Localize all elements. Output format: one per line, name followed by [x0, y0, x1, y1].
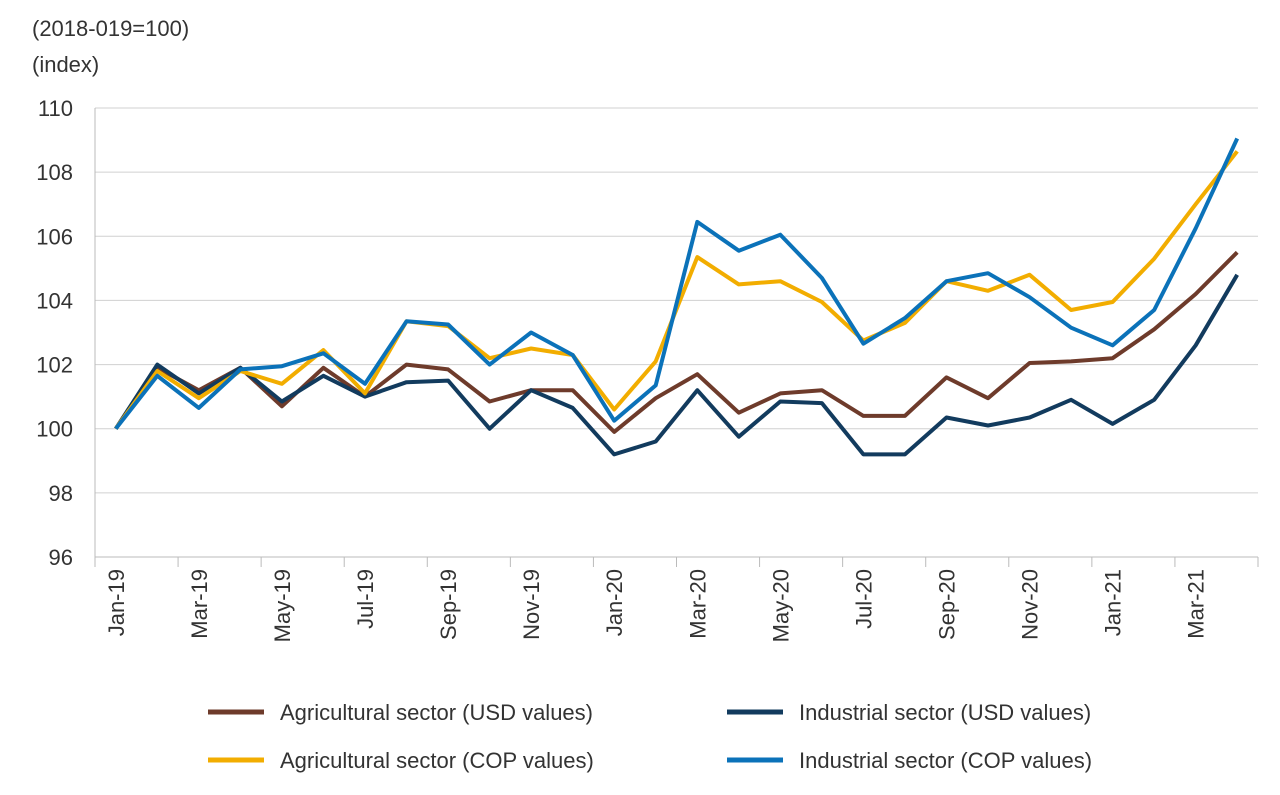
- y-tick-label: 104: [36, 288, 73, 313]
- x-tick-label: Mar-21: [1184, 569, 1209, 639]
- x-tick-label: Jan-21: [1101, 569, 1126, 636]
- series-line: [114, 250, 1239, 434]
- y-tick-label: 106: [36, 224, 73, 249]
- y-tick-label: 108: [36, 160, 73, 185]
- x-tick-label: Jul-19: [353, 569, 378, 629]
- legend-label: Agricultural sector (USD values): [280, 700, 593, 725]
- y-tick-label: 100: [36, 417, 73, 442]
- series-line: [114, 137, 1240, 430]
- series-line: [114, 273, 1239, 457]
- x-tick-label: May-19: [270, 569, 295, 642]
- x-tick-label: Nov-19: [519, 569, 544, 640]
- x-tick-label: Mar-20: [685, 569, 710, 639]
- y-tick-label: 102: [36, 353, 73, 378]
- x-tick-label: Sep-20: [934, 569, 959, 640]
- index-label: (index): [32, 52, 99, 77]
- legend-label: Industrial sector (USD values): [799, 700, 1091, 725]
- x-tick-label: Jan-19: [104, 569, 129, 636]
- x-tick-label: Nov-20: [1018, 569, 1043, 640]
- y-tick-label: 98: [49, 481, 73, 506]
- legend-label: Agricultural sector (COP values): [280, 748, 594, 773]
- y-tick-label: 110: [38, 96, 73, 121]
- x-tick-label: Jul-20: [851, 569, 876, 629]
- x-tick-label: May-20: [768, 569, 793, 642]
- x-tick-label: Jan-20: [602, 569, 627, 636]
- unit-label: (2018-019=100): [32, 16, 189, 41]
- y-tick-label: 96: [49, 545, 73, 570]
- x-tick-label: Mar-19: [187, 569, 212, 639]
- x-tick-label: Sep-19: [436, 569, 461, 640]
- legend-label: Industrial sector (COP values): [799, 748, 1092, 773]
